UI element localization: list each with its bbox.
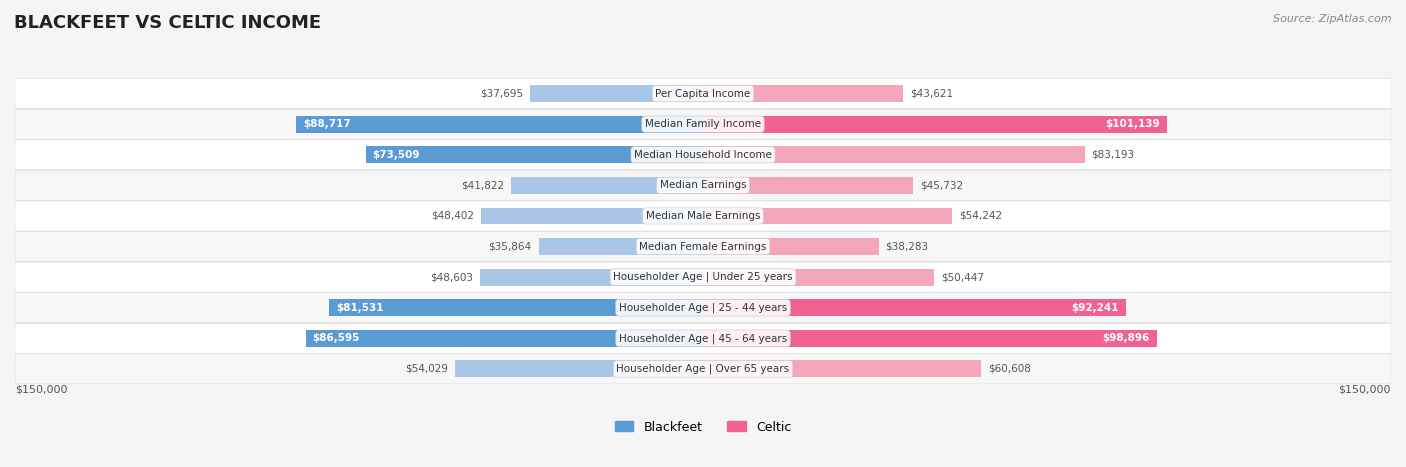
Text: Householder Age | Under 25 years: Householder Age | Under 25 years <box>613 272 793 283</box>
Bar <box>703 85 903 102</box>
Bar <box>703 238 879 255</box>
Text: $88,717: $88,717 <box>302 119 350 129</box>
Text: Source: ZipAtlas.com: Source: ZipAtlas.com <box>1274 14 1392 24</box>
FancyBboxPatch shape <box>15 78 1391 108</box>
Text: $150,000: $150,000 <box>15 384 67 394</box>
Bar <box>538 238 703 255</box>
Bar <box>703 330 1157 347</box>
Text: $60,608: $60,608 <box>988 364 1031 374</box>
Text: BLACKFEET VS CELTIC INCOME: BLACKFEET VS CELTIC INCOME <box>14 14 321 32</box>
FancyBboxPatch shape <box>15 109 1391 139</box>
FancyBboxPatch shape <box>15 140 1391 170</box>
Text: Median Family Income: Median Family Income <box>645 119 761 129</box>
Text: $73,509: $73,509 <box>373 150 420 160</box>
Text: $38,283: $38,283 <box>886 241 928 252</box>
Text: $98,896: $98,896 <box>1102 333 1150 343</box>
Text: Householder Age | 45 - 64 years: Householder Age | 45 - 64 years <box>619 333 787 344</box>
Text: Median Earnings: Median Earnings <box>659 180 747 191</box>
Bar <box>307 330 703 347</box>
Bar <box>512 177 703 194</box>
Text: $101,139: $101,139 <box>1105 119 1160 129</box>
Bar <box>703 361 981 377</box>
Bar <box>530 85 703 102</box>
FancyBboxPatch shape <box>15 170 1391 200</box>
Text: $81,531: $81,531 <box>336 303 384 313</box>
Bar <box>297 116 703 133</box>
Bar <box>703 146 1084 163</box>
FancyBboxPatch shape <box>15 201 1391 231</box>
Text: $43,621: $43,621 <box>910 89 953 99</box>
Bar <box>366 146 703 163</box>
Bar <box>456 361 703 377</box>
Text: $83,193: $83,193 <box>1091 150 1135 160</box>
Bar <box>703 269 935 285</box>
Text: $54,242: $54,242 <box>959 211 1002 221</box>
Text: Median Male Earnings: Median Male Earnings <box>645 211 761 221</box>
Text: $150,000: $150,000 <box>1339 384 1391 394</box>
Text: Householder Age | Over 65 years: Householder Age | Over 65 years <box>616 364 790 374</box>
FancyBboxPatch shape <box>15 293 1391 323</box>
Text: Median Household Income: Median Household Income <box>634 150 772 160</box>
Text: $37,695: $37,695 <box>479 89 523 99</box>
Legend: Blackfeet, Celtic: Blackfeet, Celtic <box>610 416 796 439</box>
Bar <box>703 116 1167 133</box>
Text: Per Capita Income: Per Capita Income <box>655 89 751 99</box>
Text: $48,603: $48,603 <box>430 272 474 282</box>
Text: $45,732: $45,732 <box>920 180 963 191</box>
Text: $86,595: $86,595 <box>312 333 360 343</box>
Bar <box>479 269 703 285</box>
Text: Householder Age | 25 - 44 years: Householder Age | 25 - 44 years <box>619 303 787 313</box>
FancyBboxPatch shape <box>15 232 1391 262</box>
FancyBboxPatch shape <box>15 354 1391 384</box>
Text: $41,822: $41,822 <box>461 180 505 191</box>
Text: $50,447: $50,447 <box>941 272 984 282</box>
Bar <box>329 299 703 316</box>
FancyBboxPatch shape <box>15 262 1391 292</box>
Text: $54,029: $54,029 <box>405 364 449 374</box>
Text: $35,864: $35,864 <box>488 241 531 252</box>
Bar <box>703 207 952 224</box>
Bar <box>481 207 703 224</box>
Bar <box>703 177 912 194</box>
Text: $48,402: $48,402 <box>432 211 474 221</box>
Text: Median Female Earnings: Median Female Earnings <box>640 241 766 252</box>
FancyBboxPatch shape <box>15 323 1391 354</box>
Text: $92,241: $92,241 <box>1071 303 1119 313</box>
Bar <box>703 299 1126 316</box>
